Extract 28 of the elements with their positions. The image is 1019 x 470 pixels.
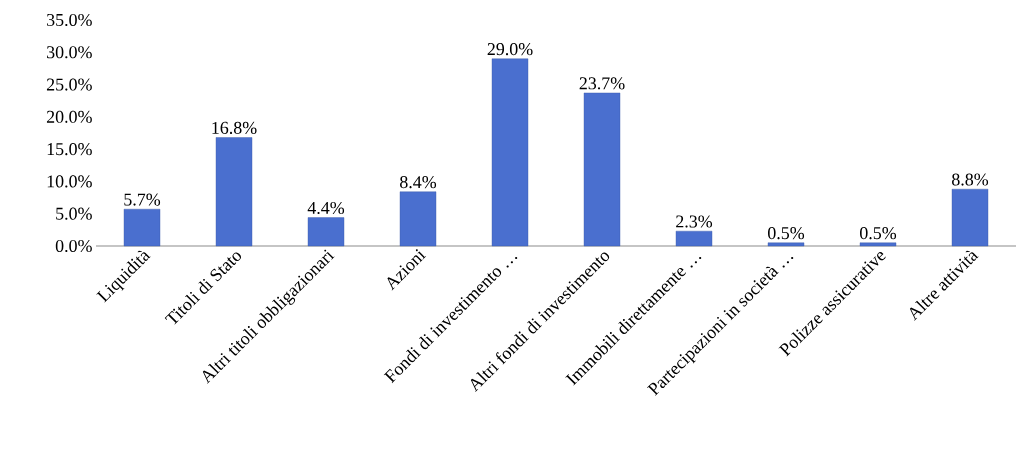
y-tick-label: 25.0% [46,78,92,91]
y-tick-label: 20.0% [46,110,92,123]
data-label: 0.5% [860,227,897,240]
y-tick-label: 35.0% [47,13,92,27]
data-label: 8.4% [400,176,437,189]
data-label: 5.7% [124,193,161,206]
y-tick-label: 30.0% [47,46,92,59]
bar [307,217,345,247]
bar [123,208,161,247]
bar [767,242,805,247]
data-label: 23.7% [579,77,625,90]
y-tick-label: 10.0% [47,175,92,188]
data-label: 4.4% [307,201,345,215]
data-label: 16.8% [212,121,257,134]
y-tick-label: 5.0% [56,207,92,220]
bar [951,188,989,247]
data-label: 0.5% [768,227,805,240]
bar [399,191,437,247]
data-label: 8.8% [952,173,989,186]
bar [859,242,897,247]
bar [491,58,529,247]
data-label: 29.0% [487,43,533,56]
y-tick-label: 0.0% [55,239,92,253]
bar [675,230,713,247]
bar [215,137,253,247]
y-tick-label: 15.0% [47,143,92,156]
bar [583,92,621,247]
data-label: 2.3% [676,215,713,228]
